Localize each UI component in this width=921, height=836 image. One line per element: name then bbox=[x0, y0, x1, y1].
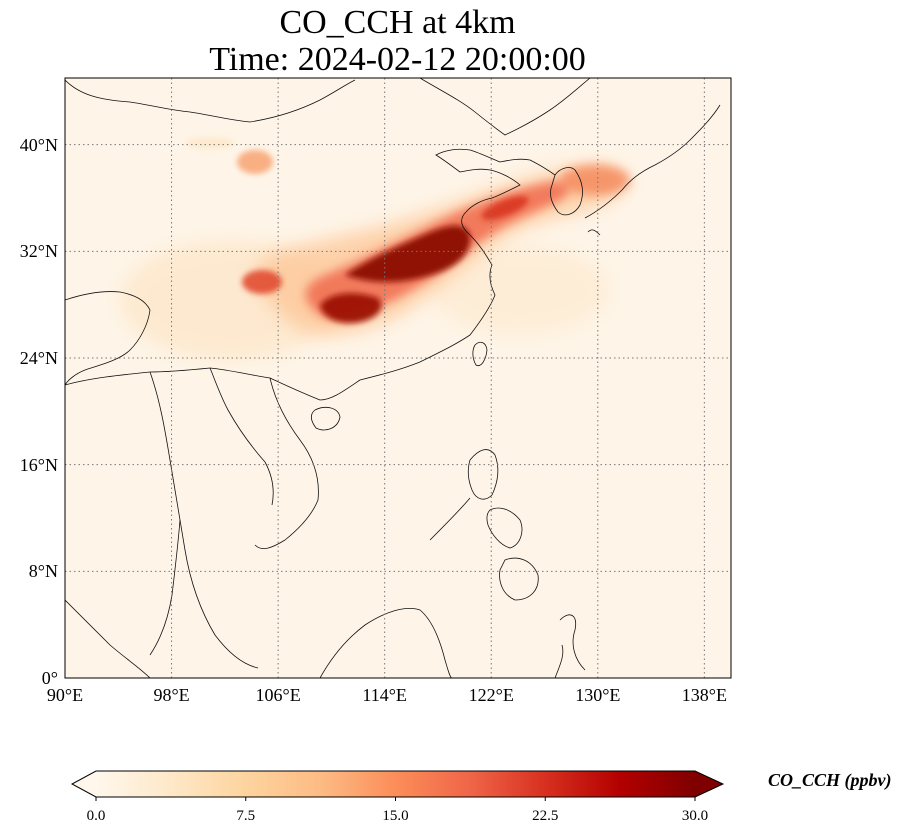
plume-haze-east bbox=[430, 245, 610, 335]
coastlines bbox=[65, 78, 721, 678]
lat-tick-label: 16°N bbox=[19, 454, 58, 475]
lon-tick-label: 138°E bbox=[681, 685, 727, 705]
philippines-visayas bbox=[486, 507, 523, 549]
map-frame bbox=[64, 77, 732, 679]
malay-peninsula bbox=[149, 519, 181, 656]
india-border bbox=[65, 291, 151, 386]
gridlines bbox=[64, 78, 731, 679]
colorbar-body bbox=[96, 771, 695, 797]
map-background bbox=[65, 78, 731, 678]
vietnam-laos-border bbox=[209, 367, 274, 506]
lon-tick-label: 122°E bbox=[468, 685, 514, 705]
palawan bbox=[429, 497, 471, 541]
philippines-luzon bbox=[467, 449, 499, 500]
map-time-subtitle: Time: 2024-02-12 20:00:00 bbox=[209, 41, 586, 78]
korea bbox=[550, 167, 583, 216]
lon-tick-label: 130°E bbox=[575, 685, 621, 705]
china-coast bbox=[65, 148, 556, 401]
map-title: CO_CCH at 4km bbox=[279, 4, 516, 41]
plume-core-east bbox=[481, 196, 529, 220]
borneo bbox=[319, 608, 453, 678]
plume-core bbox=[345, 225, 471, 282]
colorbar-label: CO_CCH (ppbv) bbox=[768, 770, 892, 790]
lon-tick-label: 114°E bbox=[362, 685, 407, 705]
lon-tick-label: 106°E bbox=[255, 685, 301, 705]
plume-core-south bbox=[320, 293, 382, 324]
plume-haze-north bbox=[185, 137, 235, 149]
lon-tick-label: 98°E bbox=[153, 685, 190, 705]
plume-west-blob bbox=[242, 270, 282, 294]
lat-tick-label: 0° bbox=[41, 668, 58, 688]
lat-tick-label: 32°N bbox=[19, 241, 58, 262]
indochina bbox=[149, 371, 319, 669]
sulawesi bbox=[554, 614, 586, 678]
colorbar-tick-label: 0.0 bbox=[86, 808, 106, 824]
lon-tick-label: 90°E bbox=[46, 685, 84, 705]
hainan bbox=[310, 406, 341, 431]
colorbar-tick-label: 30.0 bbox=[681, 808, 709, 824]
lat-tick-label: 24°N bbox=[19, 348, 58, 368]
colorbar-tick-label: 15.0 bbox=[382, 808, 409, 824]
ne-china-border bbox=[419, 78, 591, 136]
colorbar bbox=[70, 770, 725, 801]
colorbar-extend-min bbox=[72, 771, 96, 797]
plume-korea-japan bbox=[560, 165, 630, 195]
lat-tick-label: 40°N bbox=[19, 134, 58, 155]
taiwan bbox=[472, 341, 488, 367]
lat-tick-label: 8°N bbox=[28, 561, 58, 582]
co-plume-layer bbox=[120, 137, 630, 360]
plume-inner-mongolia bbox=[237, 150, 273, 174]
mongolia-border bbox=[65, 79, 356, 123]
colorbar-tick-label: 7.5 bbox=[236, 808, 256, 824]
japan bbox=[584, 104, 721, 236]
philippines-mindanao bbox=[499, 557, 539, 601]
colorbar-extend-max bbox=[695, 771, 723, 797]
colorbar-tick-label: 22.5 bbox=[532, 808, 559, 824]
sumatra bbox=[65, 599, 151, 678]
